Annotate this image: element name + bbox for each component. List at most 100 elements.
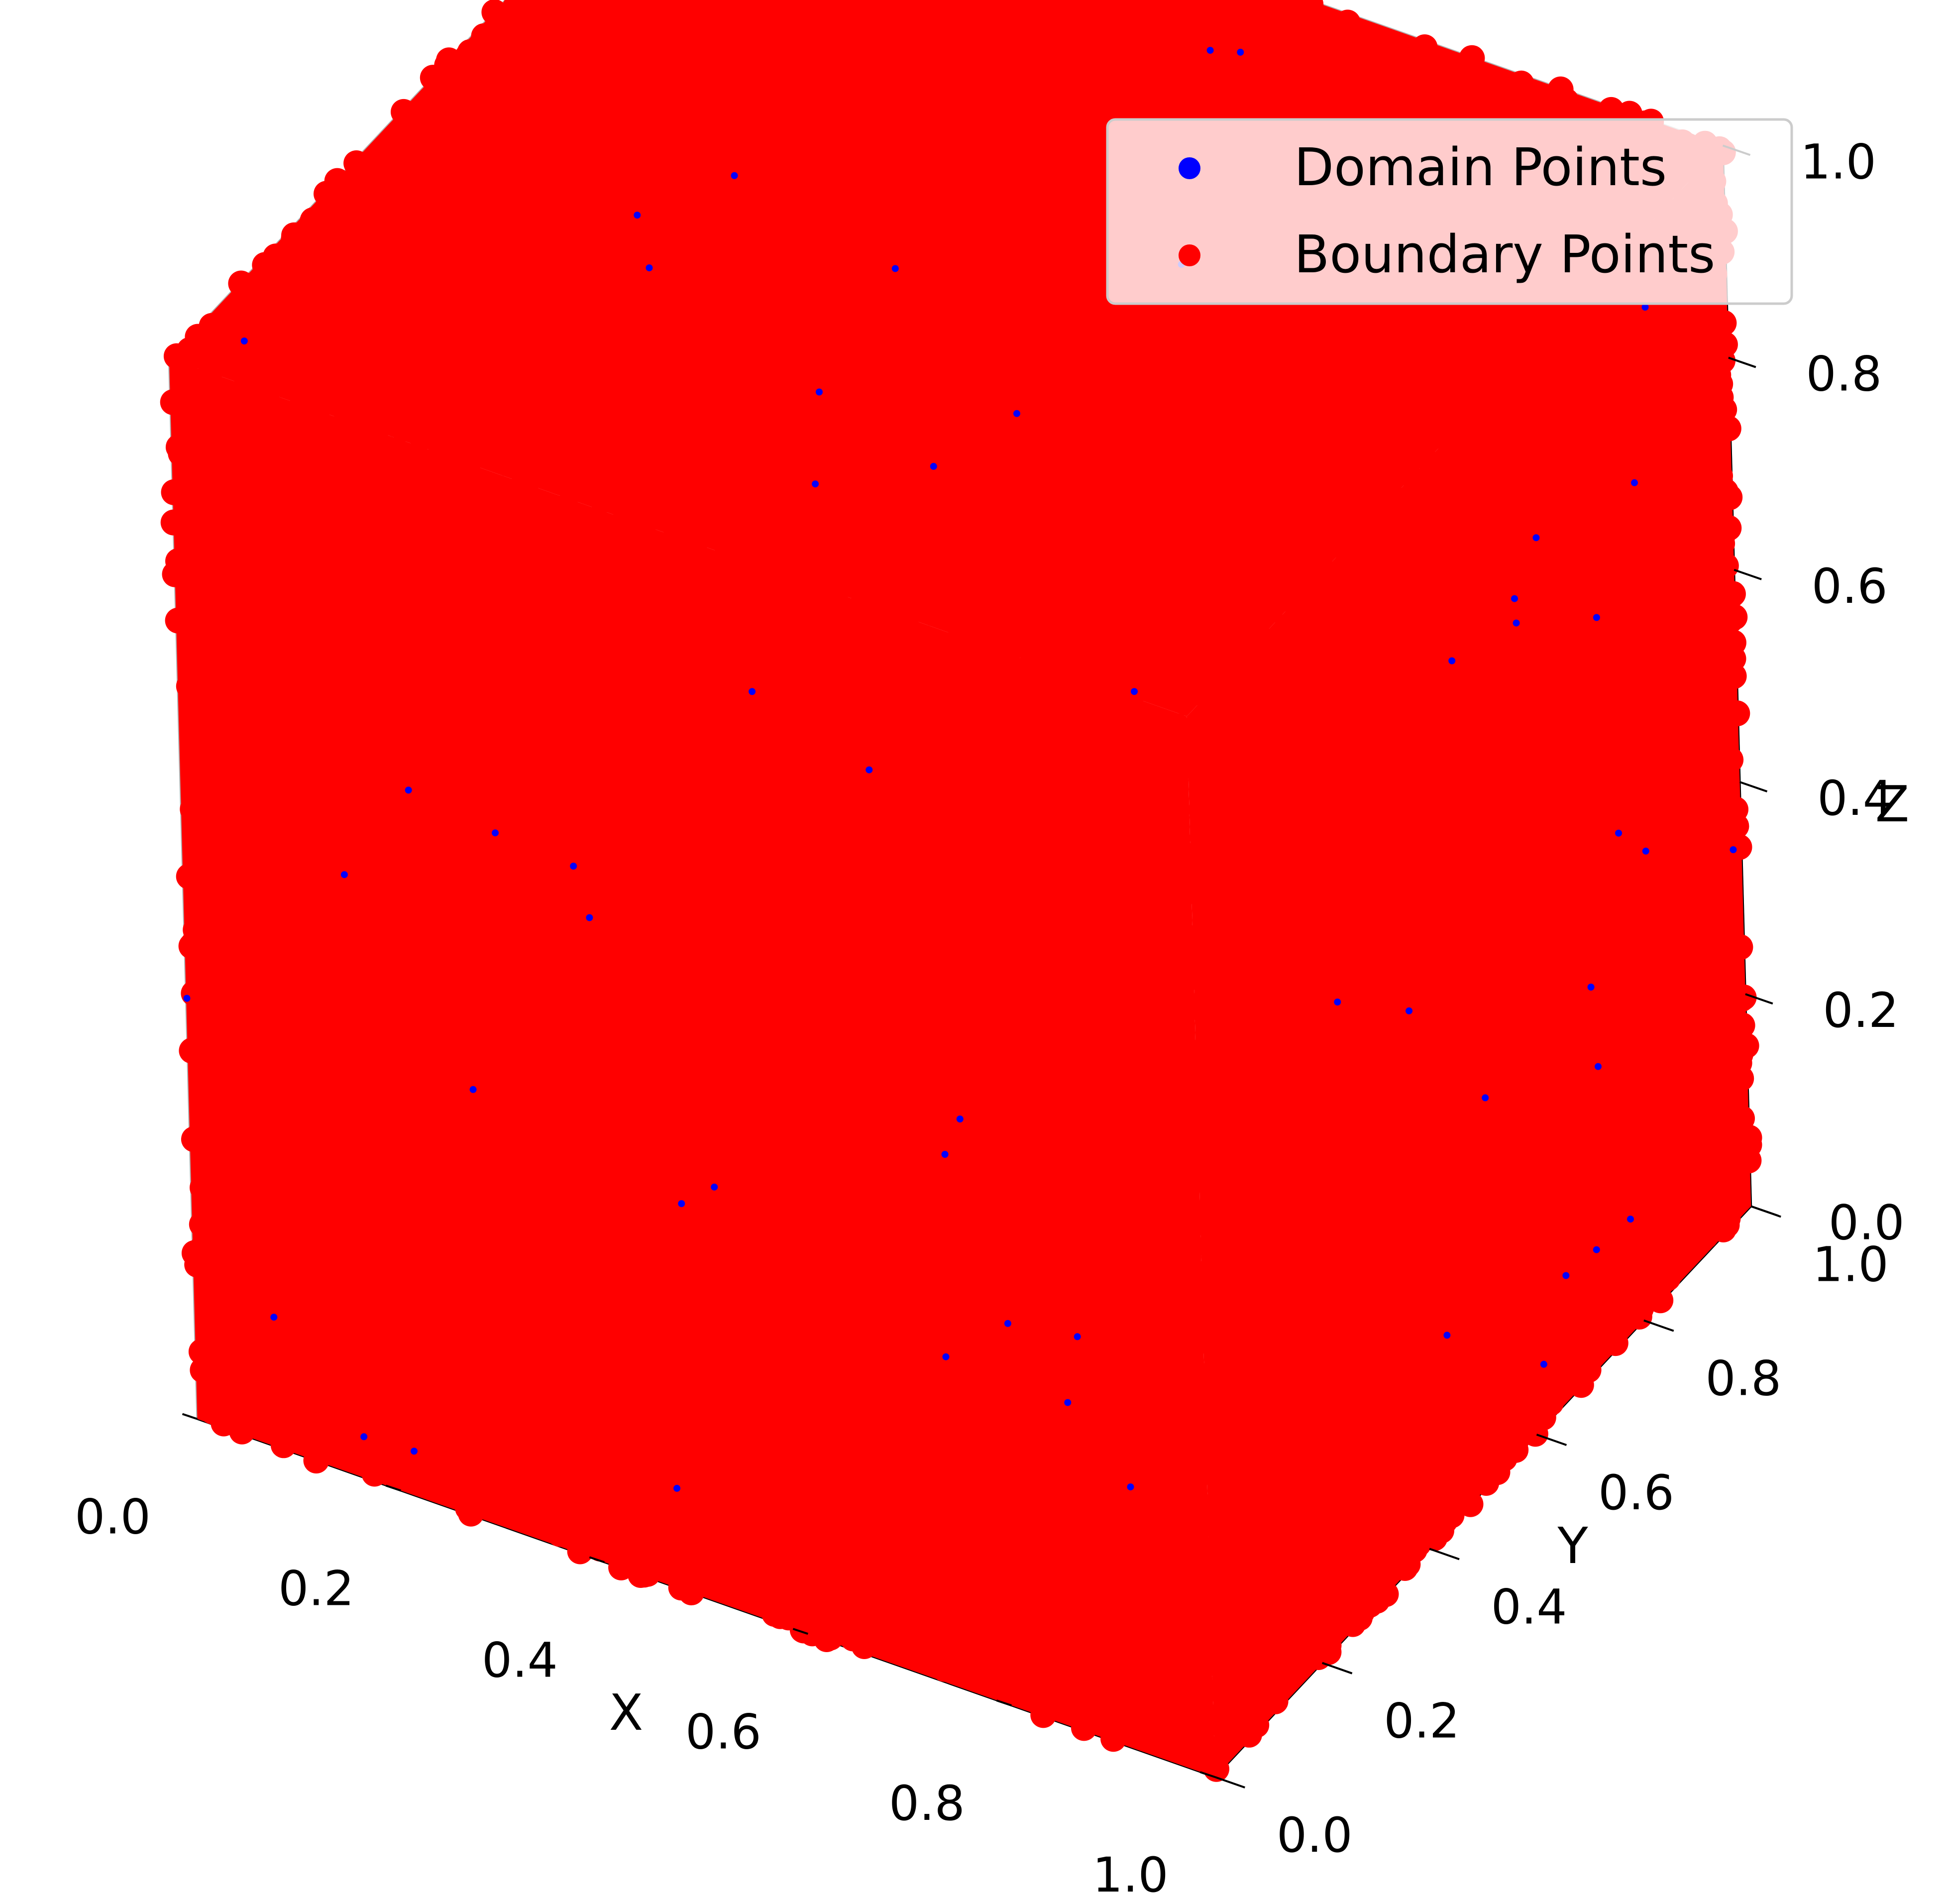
boundary-point [796, 1278, 823, 1304]
boundary-point [328, 807, 354, 834]
boundary-point [1284, 84, 1310, 111]
boundary-point [1090, 416, 1116, 443]
boundary-point [1105, 1433, 1131, 1459]
boundary-point [512, 9, 538, 35]
boundary-point [1131, 550, 1158, 576]
boundary-point [523, 1208, 549, 1234]
boundary-point [588, 1313, 615, 1340]
boundary-point [626, 1, 652, 28]
boundary-point [1032, 1243, 1059, 1270]
boundary-point [231, 712, 258, 738]
boundary-point [527, 169, 553, 196]
boundary-point [769, 318, 795, 344]
boundary-point [477, 777, 504, 803]
boundary-point [232, 274, 259, 300]
boundary-point [871, 260, 897, 286]
boundary-point [871, 643, 898, 670]
boundary-point [303, 1448, 329, 1474]
boundary-point [1147, 441, 1174, 467]
boundary-point [253, 936, 279, 963]
boundary-point [976, 1065, 1003, 1092]
boundary-point [1169, 7, 1195, 33]
boundary-point [358, 1287, 384, 1314]
boundary-point [671, 565, 697, 591]
boundary-point [921, 125, 947, 151]
boundary-point [1043, 613, 1070, 639]
boundary-point [655, 1091, 681, 1118]
boundary-point [377, 816, 403, 842]
boundary-point [505, 967, 532, 994]
boundary-point [1125, 937, 1152, 964]
boundary-point [1073, 679, 1099, 705]
boundary-point [665, 822, 692, 848]
boundary-point [1132, 999, 1158, 1025]
boundary-point [553, 1171, 579, 1197]
boundary-point [961, 1423, 987, 1450]
boundary-point [504, 679, 530, 706]
boundary-point [1556, 95, 1583, 121]
boundary-point [1411, 34, 1438, 60]
boundary-point [513, 1006, 539, 1032]
boundary-point [859, 906, 885, 932]
boundary-point [457, 39, 483, 65]
boundary-point [705, 404, 731, 430]
boundary-point [1108, 474, 1135, 500]
boundary-point [999, 13, 1025, 39]
boundary-point [479, 969, 506, 996]
boundary-point [1147, 1112, 1174, 1138]
boundary-point [1004, 1604, 1030, 1630]
boundary-point [962, 1631, 988, 1658]
boundary-point [282, 920, 309, 947]
boundary-point [765, 946, 792, 972]
boundary-point [302, 416, 328, 443]
boundary-point [725, 452, 751, 479]
boundary-point [420, 65, 446, 91]
boundary-point [1018, 91, 1044, 117]
boundary-point [239, 1133, 265, 1159]
boundary-point [358, 248, 385, 274]
boundary-point [1122, 1479, 1148, 1506]
boundary-point [415, 1039, 441, 1066]
boundary-point [265, 277, 292, 303]
boundary-point [255, 1300, 281, 1327]
boundary-point [227, 560, 254, 586]
boundary-point [737, 264, 763, 290]
boundary-point [818, 1341, 844, 1367]
boundary-point [932, 245, 959, 271]
boundary-point [1087, 1025, 1114, 1052]
boundary-point [1002, 1564, 1028, 1589]
boundary-point [775, 1106, 802, 1132]
boundary-point [984, 448, 1011, 475]
boundary-point [1014, 1094, 1041, 1120]
boundary-point [264, 982, 290, 1008]
boundary-point [1305, 465, 1332, 491]
boundary-point [781, 1367, 808, 1393]
boundary-point [626, 1382, 652, 1409]
boundary-point [920, 1163, 946, 1189]
boundary-point [1206, 445, 1232, 471]
boundary-point [290, 721, 316, 747]
boundary-point [1112, 329, 1138, 355]
boundary-point [578, 603, 605, 629]
boundary-point [698, 1346, 724, 1373]
boundary-point [712, 360, 739, 387]
boundary-point [736, 1072, 762, 1098]
boundary-point [1347, 517, 1374, 544]
boundary-point [843, 278, 869, 305]
boundary-point [703, 21, 730, 48]
boundary-point [475, 159, 501, 186]
boundary-point [683, 771, 710, 797]
boundary-point [822, 582, 848, 608]
boundary-point [1166, 1518, 1192, 1544]
boundary-point [1120, 1284, 1146, 1310]
boundary-point [1169, 1475, 1195, 1501]
boundary-point [465, 299, 491, 326]
boundary-point [1116, 378, 1142, 404]
boundary-point [602, 455, 629, 481]
boundary-point [968, 614, 994, 641]
boundary-point [773, 1319, 800, 1345]
boundary-point [920, 1579, 946, 1606]
boundary-point [904, 1629, 930, 1656]
boundary-point [394, 1089, 420, 1116]
boundary-point [1165, 958, 1190, 984]
